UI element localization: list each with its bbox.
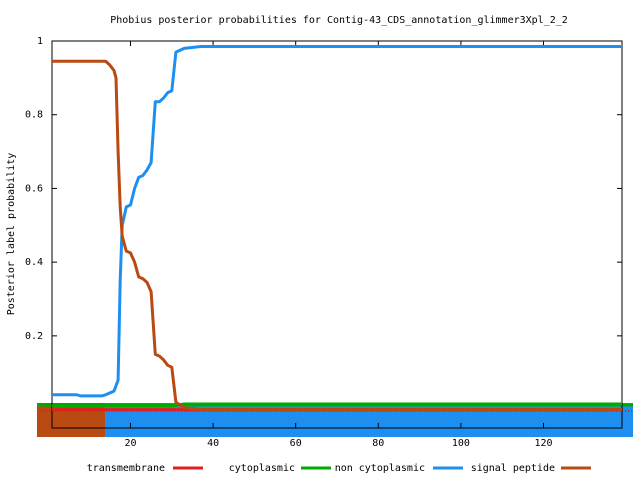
legend-item: transmembrane <box>87 463 203 474</box>
y-tick-label: 1 <box>37 36 43 47</box>
y-tick-label: 0.6 <box>25 183 43 194</box>
series-line-signal-peptide-region <box>52 59 622 412</box>
series-line-signal-peptide <box>52 45 622 398</box>
legend-label: cytoplasmic <box>229 463 295 474</box>
x-tick-label: 20 <box>124 438 136 449</box>
plot-frame <box>51 40 623 429</box>
chart-title: Phobius posterior probabilities for Cont… <box>110 15 568 26</box>
x-tick-label: 80 <box>372 438 384 449</box>
y-tick-label: 0.4 <box>25 257 43 268</box>
legend: transmembrane cytoplasmic non cytoplasmic s… <box>87 463 591 474</box>
legend-label: signal peptide <box>471 463 555 474</box>
legend-item: cytoplasmic <box>229 463 331 474</box>
legend-label: non cytoplasmic <box>335 463 425 474</box>
y-tick-label: 0.8 <box>25 110 43 121</box>
y-axis-label: Posterior label probability <box>6 153 17 316</box>
x-tick-label: 100 <box>452 438 470 449</box>
x-tick-label: 120 <box>534 438 552 449</box>
legend-item: signal peptide <box>471 463 591 474</box>
x-tick-label: 60 <box>290 438 302 449</box>
legend-label: transmembrane <box>87 463 165 474</box>
legend-item: non cytoplasmic <box>335 463 463 474</box>
x-tick-label: 40 <box>207 438 219 449</box>
y-tick-label: 0.2 <box>25 331 43 342</box>
